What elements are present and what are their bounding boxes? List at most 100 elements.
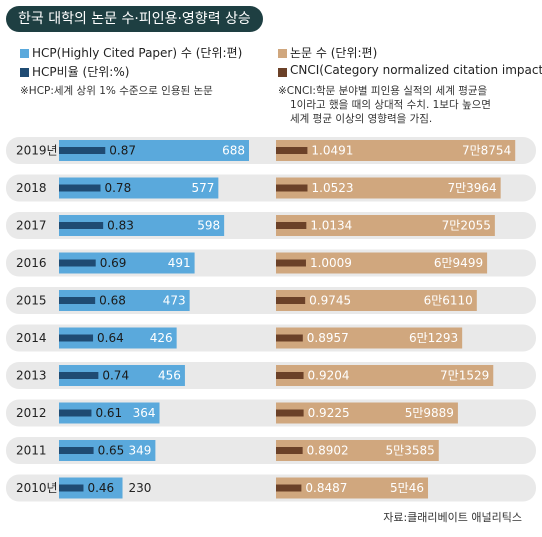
hcp-count-label: 688 <box>222 144 245 158</box>
hcp-ratio-bar <box>59 372 99 379</box>
paper-count-bar <box>276 252 488 274</box>
year-label: 2015 <box>16 294 47 308</box>
legend-hcp-ratio-swatch <box>20 68 29 77</box>
hcp-ratio-bar <box>59 184 101 192</box>
legend-hcp-count-swatch <box>20 49 29 58</box>
hcp-count-bar <box>59 140 249 161</box>
paper-count-label: 7만3964 <box>447 181 496 195</box>
cnci-label: 1.0523 <box>312 181 354 195</box>
paper-count-label: 7만8754 <box>462 144 511 158</box>
paper-count-bar <box>276 327 463 349</box>
legend-hcp-count: HCP(Highly Cited Paper) 수 (단위:편) <box>32 46 243 60</box>
paper-count-bar <box>276 440 439 461</box>
legend-cnci-note-2: 1이라고 했을 때의 상대적 수치. 1보다 높으면 <box>290 99 491 111</box>
hcp-count-label: 426 <box>150 331 173 345</box>
paper-count-label: 7만1529 <box>440 369 489 383</box>
cnci-bar <box>276 222 307 229</box>
hcp-ratio-label: 0.65 <box>98 444 125 458</box>
year-label: 2010년 <box>16 481 58 495</box>
legend-cnci-note-3: 세계 평균 이상의 영향력을 가짐. <box>290 113 433 125</box>
hcp-ratio-bar <box>59 259 96 267</box>
hcp-ratio-bar <box>59 484 84 492</box>
paper-count-label: 5만46 <box>390 481 424 495</box>
year-label: 2013 <box>16 369 47 383</box>
paper-count-bar <box>276 177 501 199</box>
hcp-count-bar <box>59 252 195 274</box>
hcp-ratio-label: 0.69 <box>100 256 127 270</box>
hcp-count-label: 577 <box>191 181 214 195</box>
hcp-count-bar <box>59 477 123 499</box>
year-label: 2018 <box>16 181 47 195</box>
paper-count-label: 6만9499 <box>434 256 483 270</box>
source-note: 자료:클래리베이트 애널리틱스 <box>383 511 522 524</box>
legend-hcp-ratio: HCP비율 (단위:%) <box>32 65 130 79</box>
paper-count-bar <box>276 402 458 424</box>
cnci-label: 0.9745 <box>309 294 351 308</box>
hcp-ratio-bar <box>59 222 104 229</box>
paper-count-bar <box>276 477 429 499</box>
cnci-label: 0.8957 <box>307 331 349 345</box>
cnci-bar <box>276 184 308 192</box>
cnci-label: 0.9204 <box>308 369 350 383</box>
paper-count-label: 5만9889 <box>405 406 454 420</box>
paper-count-label: 5만3585 <box>386 444 435 458</box>
paper-count-bar <box>276 290 477 311</box>
paper-count-bar <box>276 140 516 161</box>
hcp-count-label: 598 <box>197 219 220 233</box>
cnci-label: 1.0134 <box>310 219 352 233</box>
hcp-count-bar <box>59 290 190 311</box>
hcp-ratio-label: 0.64 <box>97 331 124 345</box>
hcp-ratio-label: 0.61 <box>95 406 122 420</box>
cnci-bar <box>276 259 306 267</box>
hcp-ratio-bar <box>59 447 94 454</box>
cnci-label: 0.9225 <box>308 406 350 420</box>
hcp-count-label: 473 <box>163 294 186 308</box>
hcp-ratio-bar <box>59 147 106 154</box>
cnci-bar <box>276 334 303 342</box>
hcp-ratio-label: 0.46 <box>87 481 114 495</box>
cnci-label: 0.8902 <box>307 444 349 458</box>
year-label: 2016 <box>16 256 47 270</box>
hcp-count-label: 364 <box>133 406 156 420</box>
cnci-label: 1.0491 <box>311 144 353 158</box>
paper-count-label: 6만1293 <box>409 331 458 345</box>
legend-cnci: CNCI(Category normalized citation impact… <box>290 63 542 77</box>
hcp-count-bar <box>59 440 156 461</box>
legend-paper-count-swatch <box>278 49 287 58</box>
paper-count-bar <box>276 215 495 236</box>
hcp-count-label: 456 <box>158 369 181 383</box>
paper-count-label: 6만6110 <box>424 294 473 308</box>
hcp-count-label: 491 <box>168 256 191 270</box>
legend-cnci-swatch <box>278 68 287 77</box>
year-label: 2014 <box>16 331 47 345</box>
legend-hcp-note: ※HCP:세계 상위 1% 수준으로 인용된 논문 <box>20 85 213 97</box>
hcp-count-bar <box>59 402 160 424</box>
cnci-label: 0.8487 <box>305 481 347 495</box>
chart-title: 한국 대학의 논문 수·피인용·영향력 상승 <box>6 6 263 32</box>
paper-count-label: 7만2055 <box>442 219 491 233</box>
hcp-ratio-label: 0.78 <box>104 181 131 195</box>
cnci-bar <box>276 484 302 492</box>
hcp-count-label: 349 <box>128 444 151 458</box>
year-label: 2017 <box>16 219 47 233</box>
cnci-bar <box>276 372 304 379</box>
hcp-count-bar <box>59 327 177 349</box>
hcp-count-bar <box>59 365 185 386</box>
year-label: 2019년 <box>16 144 58 158</box>
year-label: 2011 <box>16 444 47 458</box>
cnci-label: 1.0009 <box>310 256 352 270</box>
hcp-ratio-label: 0.83 <box>107 219 134 233</box>
cnci-bar <box>276 147 308 154</box>
legend-cnci-note-1: ※CNCI:학문 분야별 피인용 실적의 세계 평균을 <box>278 85 488 97</box>
hcp-ratio-label: 0.87 <box>109 144 136 158</box>
hcp-count-bar <box>59 215 225 236</box>
paper-count-bar <box>276 365 494 386</box>
hcp-count-label: 230 <box>129 481 152 495</box>
cnci-bar <box>276 447 303 454</box>
hcp-ratio-bar <box>59 409 92 417</box>
legend-paper-count: 논문 수 (단위:편) <box>290 46 378 60</box>
cnci-bar <box>276 409 304 417</box>
cnci-bar <box>276 297 306 304</box>
hcp-ratio-bar <box>59 297 96 304</box>
